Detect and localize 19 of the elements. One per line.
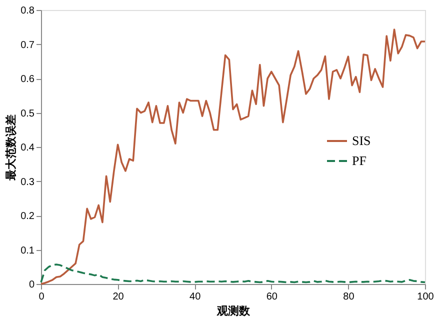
x-tick-label: 100 (417, 292, 434, 302)
x-tick-label: 80 (343, 292, 355, 302)
legend-label: SIS (352, 133, 371, 148)
y-axis-title: 最大范数误差 (4, 114, 18, 182)
x-axis-title: 观测数 (216, 304, 251, 318)
y-tick-label: 0 (28, 280, 35, 290)
y-tick-label: 0.2 (20, 211, 35, 222)
x-tick-label: 40 (190, 292, 202, 302)
y-tick-label: 0.1 (20, 245, 35, 256)
y-tick-label: 0.6 (20, 74, 35, 85)
x-tick-label: 60 (266, 292, 278, 302)
x-tick-label: 20 (112, 292, 124, 302)
y-tick-label: 0.4 (20, 142, 35, 154)
y-tick-label: 0.8 (20, 6, 35, 16)
legend-label: PF (352, 153, 366, 168)
x-tick-label: 0 (38, 292, 45, 302)
y-tick-label: 0.7 (20, 40, 35, 51)
y-tick-label: 0.5 (20, 108, 35, 120)
y-tick-label: 0.3 (20, 176, 35, 188)
